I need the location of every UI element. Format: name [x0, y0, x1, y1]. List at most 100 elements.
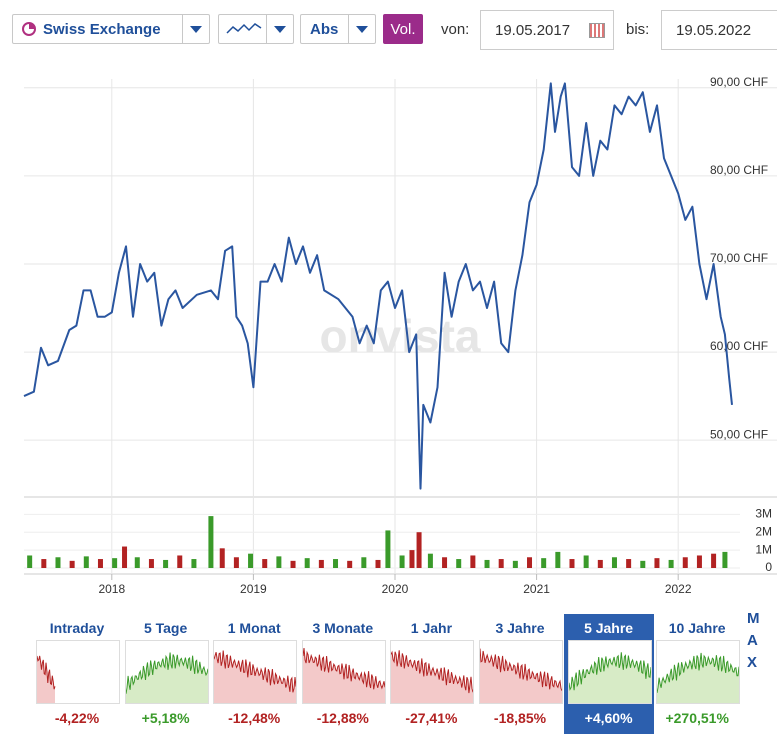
- chart: onvista 2018 2019 2020 2021 2022 50,00 CHF 60,…: [23, 75, 777, 596]
- chart-type-select[interactable]: [218, 14, 294, 44]
- volume-bar: [97, 559, 103, 568]
- sparkline-line: [37, 655, 56, 690]
- sparkline-line: [568, 652, 651, 691]
- volume-bar: [233, 557, 239, 568]
- volume-toggle[interactable]: Vol.: [383, 14, 423, 44]
- sparkline-line: [125, 652, 208, 694]
- volume-tick-label: 1M: [755, 542, 772, 556]
- max-letter[interactable]: M: [747, 610, 760, 627]
- volume-bar: [427, 553, 433, 568]
- icon: [226, 23, 262, 34]
- y-tick-label: 80,00 CHF: [710, 163, 768, 177]
- exchange-select[interactable]: Swiss Exchange: [12, 14, 210, 44]
- period-tab[interactable]: 1 Monat -12,48%: [209, 614, 299, 734]
- volume-bar: [498, 559, 504, 568]
- scale-label: Abs: [310, 20, 339, 38]
- period-tab[interactable]: 10 Jahre +270,51%: [652, 614, 742, 734]
- period-label: 5 Jahre: [584, 620, 634, 636]
- volume-bar: [318, 559, 324, 568]
- volume-bar: [41, 559, 47, 568]
- period-tab[interactable]: 5 Tage +5,18%: [121, 614, 211, 734]
- sparkline: [124, 640, 209, 704]
- period-change: -27,41%: [405, 710, 458, 726]
- x-tick-label: 2022: [665, 582, 692, 596]
- volume-bar: [640, 560, 646, 568]
- max-letter[interactable]: X: [747, 654, 758, 671]
- y-tick-label: 70,00 CHF: [710, 251, 768, 265]
- volume-bar: [555, 551, 561, 568]
- period-label: 5 Tage: [143, 620, 188, 636]
- scale-select[interactable]: Abs: [300, 14, 376, 44]
- volume-bar: [527, 557, 533, 568]
- dropdown-arrow: [348, 15, 375, 43]
- price-line: [23, 82, 733, 490]
- sparkline-line: [214, 650, 297, 693]
- period-label: 10 Jahre: [668, 620, 726, 636]
- to-date[interactable]: 19.05.2022: [661, 10, 777, 50]
- volume-bar: [262, 559, 268, 568]
- volume-bar: [597, 559, 603, 568]
- volume-bar: [682, 557, 688, 568]
- sparkline: [390, 640, 475, 704]
- volume-bar: [163, 559, 169, 568]
- sparkline: [656, 640, 741, 704]
- volume-tick-label: 2M: [755, 524, 772, 538]
- period-tab[interactable]: Intraday -4,22%: [32, 614, 122, 734]
- volume-bar: [27, 555, 33, 568]
- sparkline-area: [568, 652, 651, 703]
- volume-bar: [409, 550, 415, 568]
- volume-bar: [722, 551, 728, 568]
- volume-tick-label: 3M: [755, 506, 772, 520]
- volume-bar: [512, 560, 518, 568]
- y-tick-label: 50,00 CHF: [710, 427, 768, 441]
- volume-bar: [470, 555, 476, 568]
- period-label: 1 Monat: [227, 620, 281, 636]
- volume-bar: [541, 558, 547, 568]
- from-date[interactable]: 19.05.2017: [480, 10, 614, 50]
- volume-bar: [276, 556, 282, 568]
- calendar-icon: [589, 23, 605, 38]
- period-tab[interactable]: 1 Jahr -27,41%: [386, 614, 476, 734]
- sparkline: [213, 640, 298, 704]
- volume-bar: [248, 553, 254, 568]
- sparkline-area: [214, 650, 297, 703]
- volume-bar: [654, 558, 660, 568]
- volume-bar: [333, 559, 339, 568]
- volume-bar: [134, 557, 140, 568]
- period-change: +270,51%: [665, 710, 729, 726]
- volume-bar: [456, 559, 462, 568]
- sparkline-area: [37, 655, 55, 703]
- volume-bar: [83, 556, 89, 568]
- period-change: -12,48%: [228, 710, 281, 726]
- x-tick-label: 2021: [523, 582, 550, 596]
- period-label: 3 Monate: [312, 620, 374, 636]
- volume-bar: [177, 555, 183, 568]
- volume-bar: [55, 557, 61, 568]
- volume-bar: [148, 559, 154, 568]
- volume-bar: [112, 558, 118, 568]
- period-tab[interactable]: 3 Monate -12,88%: [298, 614, 388, 734]
- volume-bar: [361, 557, 367, 568]
- volume-bar: [304, 558, 310, 568]
- x-tick-label: 2019: [240, 582, 267, 596]
- volume-bar: [219, 548, 225, 568]
- period-tab[interactable]: 5 Jahre +4,60%: [563, 614, 654, 734]
- sparkline-line: [657, 652, 740, 693]
- volume-bar: [442, 557, 448, 568]
- period-label: 3 Jahre: [495, 620, 545, 636]
- volume-bar: [611, 557, 617, 568]
- from-date-text: 19.05.2017: [495, 21, 571, 39]
- to-date-text: 19.05.2022: [676, 21, 752, 39]
- volume-bar: [208, 516, 214, 568]
- period-tab[interactable]: 3 Jahre -18,85%: [475, 614, 565, 734]
- volume-bar: [122, 546, 128, 568]
- sparkline: [567, 640, 652, 704]
- sparkline: [301, 640, 386, 704]
- sparkline-line: [302, 648, 385, 690]
- volume-bar: [583, 555, 589, 568]
- max-letter[interactable]: A: [747, 632, 758, 649]
- dropdown-arrow: [266, 15, 293, 43]
- y-tick-label: 60,00 CHF: [710, 339, 768, 353]
- volume-tick-label: 0: [765, 560, 772, 574]
